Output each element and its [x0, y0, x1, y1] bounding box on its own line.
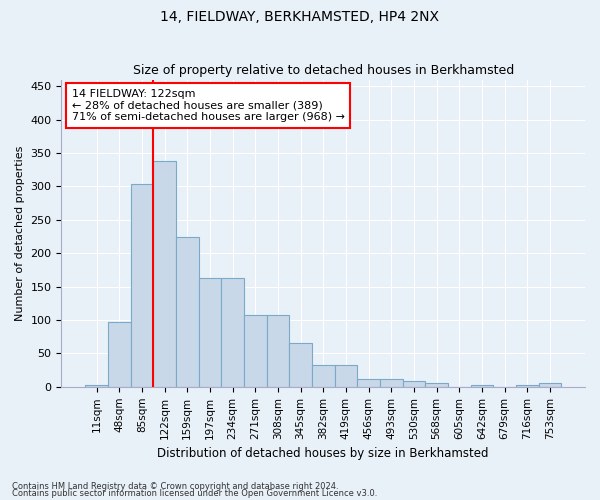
Bar: [221, 278, 244, 387]
Bar: [539, 384, 561, 387]
Bar: [425, 384, 448, 387]
Bar: [153, 161, 176, 387]
Bar: [335, 366, 357, 387]
Bar: [289, 344, 312, 387]
Bar: [516, 386, 539, 387]
Text: 14 FIELDWAY: 122sqm
← 28% of detached houses are smaller (389)
71% of semi-detac: 14 FIELDWAY: 122sqm ← 28% of detached ho…: [72, 89, 345, 122]
Bar: [266, 314, 289, 387]
Bar: [312, 366, 335, 387]
Bar: [108, 322, 131, 387]
Text: Contains HM Land Registry data © Crown copyright and database right 2024.: Contains HM Land Registry data © Crown c…: [12, 482, 338, 491]
Y-axis label: Number of detached properties: Number of detached properties: [15, 146, 25, 321]
Bar: [470, 386, 493, 387]
Bar: [85, 385, 108, 387]
X-axis label: Distribution of detached houses by size in Berkhamsted: Distribution of detached houses by size …: [157, 447, 489, 460]
Bar: [131, 184, 153, 387]
Title: Size of property relative to detached houses in Berkhamsted: Size of property relative to detached ho…: [133, 64, 514, 77]
Bar: [176, 236, 199, 387]
Text: Contains public sector information licensed under the Open Government Licence v3: Contains public sector information licen…: [12, 490, 377, 498]
Text: 14, FIELDWAY, BERKHAMSTED, HP4 2NX: 14, FIELDWAY, BERKHAMSTED, HP4 2NX: [161, 10, 439, 24]
Bar: [244, 314, 266, 387]
Bar: [199, 278, 221, 387]
Bar: [403, 381, 425, 387]
Bar: [380, 379, 403, 387]
Bar: [357, 379, 380, 387]
